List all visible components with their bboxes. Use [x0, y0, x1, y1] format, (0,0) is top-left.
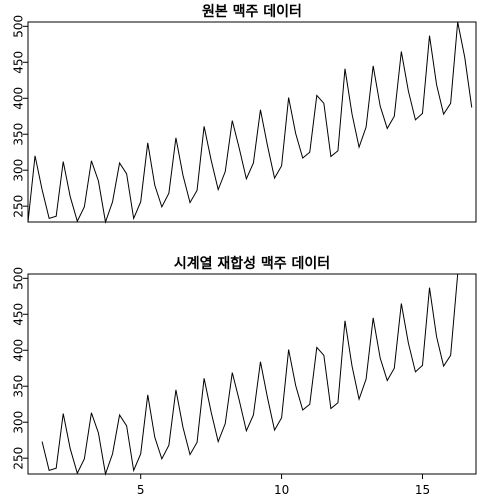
bottom-chart-panel: 시계열 재합성 맥주 데이터 250 300 350 400 450 500 5 10 15 — [12, 255, 477, 497]
bottom-y-tick-label: 400 — [12, 339, 26, 362]
bottom-y-tick-label: 250 — [12, 447, 26, 470]
top-y-tick-label: 300 — [12, 159, 26, 182]
bottom-chart-title: 시계열 재합성 맥주 데이터 — [174, 255, 330, 272]
bottom-y-tick-label: 300 — [12, 411, 26, 434]
bottom-plot-frame — [27, 273, 477, 475]
top-series-line — [27, 21, 473, 224]
bottom-x-tick-label: 5 — [137, 483, 145, 497]
top-y-tick-label: 250 — [12, 195, 26, 218]
top-chart-title: 원본 맥주 데이터 — [202, 3, 302, 20]
top-chart-panel: 원본 맥주 데이터 250 300 350 400 450 500 — [12, 3, 477, 224]
bottom-x-tick-label: 15 — [415, 483, 430, 497]
bottom-y-tick-label: 350 — [12, 375, 26, 398]
top-y-tick-label: 400 — [12, 87, 26, 110]
bottom-x-tick-label: 10 — [274, 483, 289, 497]
top-y-tick-label: 450 — [12, 51, 26, 74]
top-y-tick-label: 350 — [12, 123, 26, 146]
top-plot-frame — [27, 21, 477, 223]
bottom-y-tick-label: 450 — [12, 303, 26, 326]
bottom-series-line — [41, 273, 459, 476]
bottom-y-tick-label: 500 — [12, 267, 26, 290]
top-y-tick-label: 500 — [12, 15, 26, 38]
